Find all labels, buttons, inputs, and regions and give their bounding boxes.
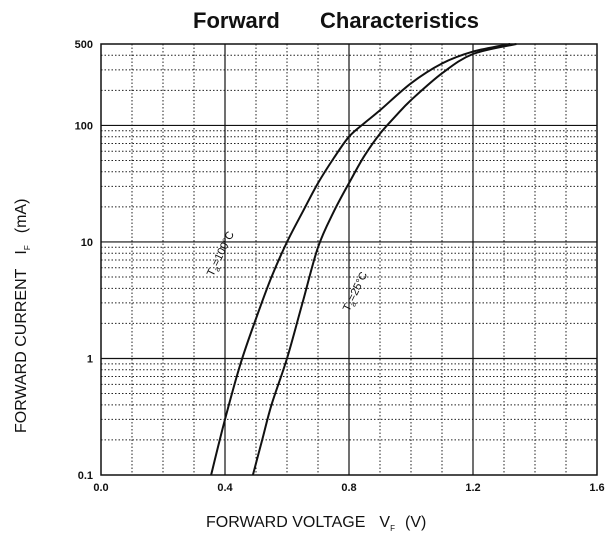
curve-label-100c-rest: =100°C <box>210 230 237 269</box>
y-tick-labels: 0.1 1 10 100 500 <box>75 39 93 482</box>
curve-label-25c-sub: a <box>348 300 358 308</box>
y-tick-label: 10 <box>81 237 93 249</box>
x-axis-symbol: V <box>379 514 390 531</box>
y-tick-label: 100 <box>75 120 93 132</box>
curve-label-100c-sub: a <box>212 265 222 273</box>
x-tick-label: 0.4 <box>217 482 233 494</box>
curve-label-25c: Ta=25°C <box>341 270 372 314</box>
curves <box>210 43 517 476</box>
y-tick-label: 1 <box>87 353 93 365</box>
minor-grid <box>101 44 597 475</box>
y-tick-label: 0.1 <box>78 470 93 482</box>
chart-title-right: Characteristics <box>320 8 479 33</box>
x-tick-label: 0.0 <box>93 482 108 494</box>
x-axis-symbol-sub: F <box>390 524 395 533</box>
curve-ta-25c <box>251 43 517 476</box>
chart-title-left: Forward <box>193 8 280 33</box>
y-axis-unit: (mA) <box>13 199 30 234</box>
x-axis-label-text: FORWARD VOLTAGE <box>206 514 365 531</box>
curve-label-100c: Ta=100°C <box>205 230 239 280</box>
curve-ta-100c <box>210 43 511 476</box>
curve-label-25c-main: T <box>341 302 355 314</box>
x-axis-label: FORWARD VOLTAGE VF (V) <box>206 514 426 533</box>
y-axis-symbol-sub: F <box>23 245 32 250</box>
x-tick-label: 0.8 <box>341 482 356 494</box>
x-tick-labels: 0.0 0.4 0.8 1.2 1.6 <box>93 482 604 494</box>
y-tick-label: 500 <box>75 39 93 51</box>
major-grid <box>101 44 597 475</box>
y-axis-symbol: I <box>13 250 30 254</box>
y-axis-label-text: FORWARD CURRENT <box>13 268 30 433</box>
x-tick-label: 1.6 <box>589 482 604 494</box>
x-axis-unit: (V) <box>405 514 426 531</box>
plot-frame <box>100 43 598 476</box>
curve-label-100c-main: T <box>205 267 219 279</box>
x-tick-label: 1.2 <box>465 482 480 494</box>
y-axis-label: FORWARD CURRENT IF (mA) <box>13 199 32 433</box>
